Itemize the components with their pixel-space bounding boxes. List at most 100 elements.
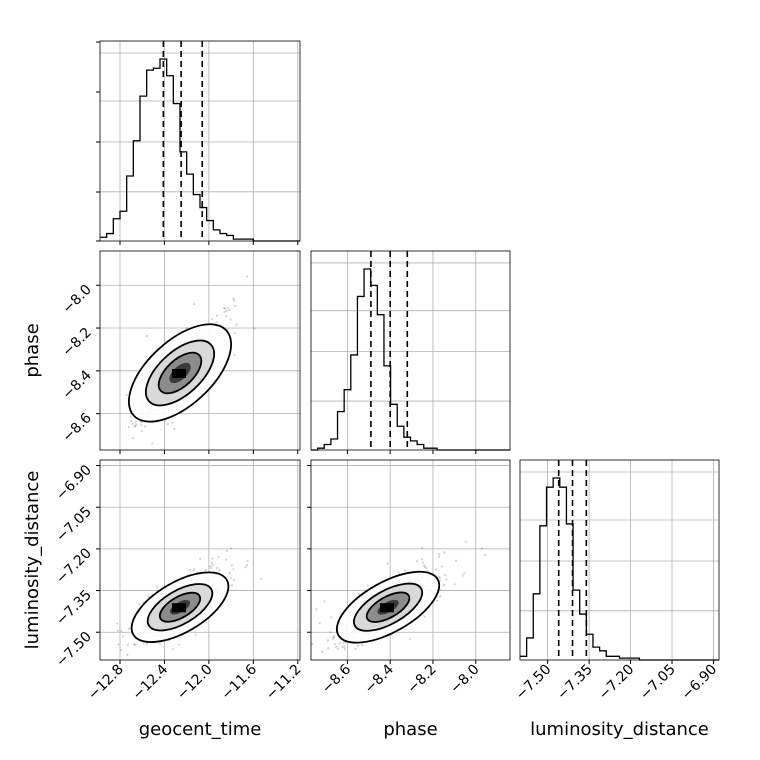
sample-point xyxy=(120,649,123,652)
sample-point xyxy=(332,636,335,639)
x-tick-label: −7.50 xyxy=(513,662,555,704)
sample-point xyxy=(304,656,306,658)
sample-point xyxy=(135,423,138,427)
sample-point xyxy=(192,569,195,572)
y-axis-label: phase xyxy=(22,323,43,377)
sample-point xyxy=(357,593,361,596)
sample-point xyxy=(403,569,406,572)
sample-point xyxy=(233,579,236,582)
sample-point xyxy=(232,297,235,300)
sample-point xyxy=(229,318,232,321)
sample-point xyxy=(125,393,128,396)
x-tick-label: −8.0 xyxy=(447,662,482,697)
sample-point xyxy=(244,566,247,569)
x-tick-label: −8.2 xyxy=(404,662,439,697)
x-tick-label: −7.05 xyxy=(637,662,679,704)
sample-point xyxy=(233,331,236,334)
sample-point xyxy=(438,576,441,579)
sample-point xyxy=(464,540,467,543)
sample-point xyxy=(332,637,335,640)
sample-point xyxy=(140,423,143,426)
x-tick-label: −7.20 xyxy=(596,662,638,704)
sample-point xyxy=(463,572,466,575)
sample-point xyxy=(445,578,448,581)
sample-point xyxy=(260,577,263,581)
sample-point xyxy=(147,595,150,599)
sample-point xyxy=(116,629,120,632)
histogram-luminosity_distance: −7.50 −7.35 −7.20 −7.05 −6.90 luminosity_dist… xyxy=(513,459,720,740)
sample-point xyxy=(343,648,347,651)
sample-point xyxy=(327,647,330,650)
sample-point xyxy=(133,425,136,428)
sample-point xyxy=(185,327,188,330)
sample-point xyxy=(151,442,154,445)
sample-point xyxy=(229,576,233,580)
sample-point xyxy=(126,643,129,647)
sample-point xyxy=(134,424,137,427)
sample-point xyxy=(129,415,132,418)
sample-point xyxy=(439,595,442,598)
sample-point xyxy=(210,566,213,570)
sample-point xyxy=(228,309,231,312)
sample-point xyxy=(416,559,419,563)
x-tick-label: −11.2 xyxy=(263,662,305,704)
sample-point xyxy=(235,323,238,326)
sample-point xyxy=(232,568,235,571)
y-tick-label: −7.35 xyxy=(53,587,95,629)
sample-point xyxy=(245,275,249,278)
sample-point xyxy=(245,564,249,567)
histogram-geocent_time xyxy=(96,40,301,245)
sample-point xyxy=(228,572,231,575)
panel-content xyxy=(304,540,487,682)
sample-point xyxy=(423,615,426,618)
x-tick-label: −8.4 xyxy=(362,661,397,696)
sample-point xyxy=(133,643,136,646)
sample-point xyxy=(193,568,196,571)
sample-point xyxy=(422,564,426,567)
sample-point xyxy=(211,563,214,567)
sample-point xyxy=(408,637,411,640)
sample-point xyxy=(421,561,424,564)
sample-point xyxy=(100,478,102,480)
sample-point xyxy=(230,547,233,550)
sample-point xyxy=(334,645,338,649)
sample-point xyxy=(444,573,447,577)
y-axis-label: luminosity_distance xyxy=(22,471,43,650)
sample-point xyxy=(205,621,208,624)
sample-point xyxy=(131,422,134,425)
axes-frame xyxy=(310,250,511,451)
y-tick-label: −7.20 xyxy=(53,545,95,587)
sample-point xyxy=(74,453,76,455)
sample-point xyxy=(129,420,132,423)
x-axis-label: luminosity_distance xyxy=(530,719,709,740)
sample-point xyxy=(425,566,428,570)
axes-frame xyxy=(99,40,301,242)
sample-point xyxy=(320,650,324,653)
sample-point xyxy=(234,304,237,307)
sample-point xyxy=(386,562,389,565)
y-tick-label: −7.05 xyxy=(53,504,95,546)
sample-point xyxy=(217,556,220,559)
histogram-step-line xyxy=(311,268,510,451)
sample-point xyxy=(333,635,336,638)
sample-point xyxy=(330,616,333,619)
sample-point xyxy=(484,554,487,557)
axes-frame xyxy=(99,459,301,661)
sample-point xyxy=(120,629,123,632)
sample-point xyxy=(171,648,174,651)
sample-point xyxy=(440,565,444,568)
sample-point xyxy=(209,565,212,568)
y-tick-label: −8.0 xyxy=(59,282,94,317)
sample-point xyxy=(173,427,176,431)
y-tick-label: −6.90 xyxy=(53,462,95,504)
sample-point xyxy=(305,680,307,682)
sample-point xyxy=(329,631,332,634)
y-tick-label: −8.6 xyxy=(59,410,94,445)
sample-point xyxy=(210,561,213,565)
x-tick-label: −12.8 xyxy=(85,662,127,704)
sample-point xyxy=(438,553,441,556)
sample-point xyxy=(224,307,227,310)
sample-point xyxy=(318,622,321,625)
sample-point xyxy=(336,647,339,650)
